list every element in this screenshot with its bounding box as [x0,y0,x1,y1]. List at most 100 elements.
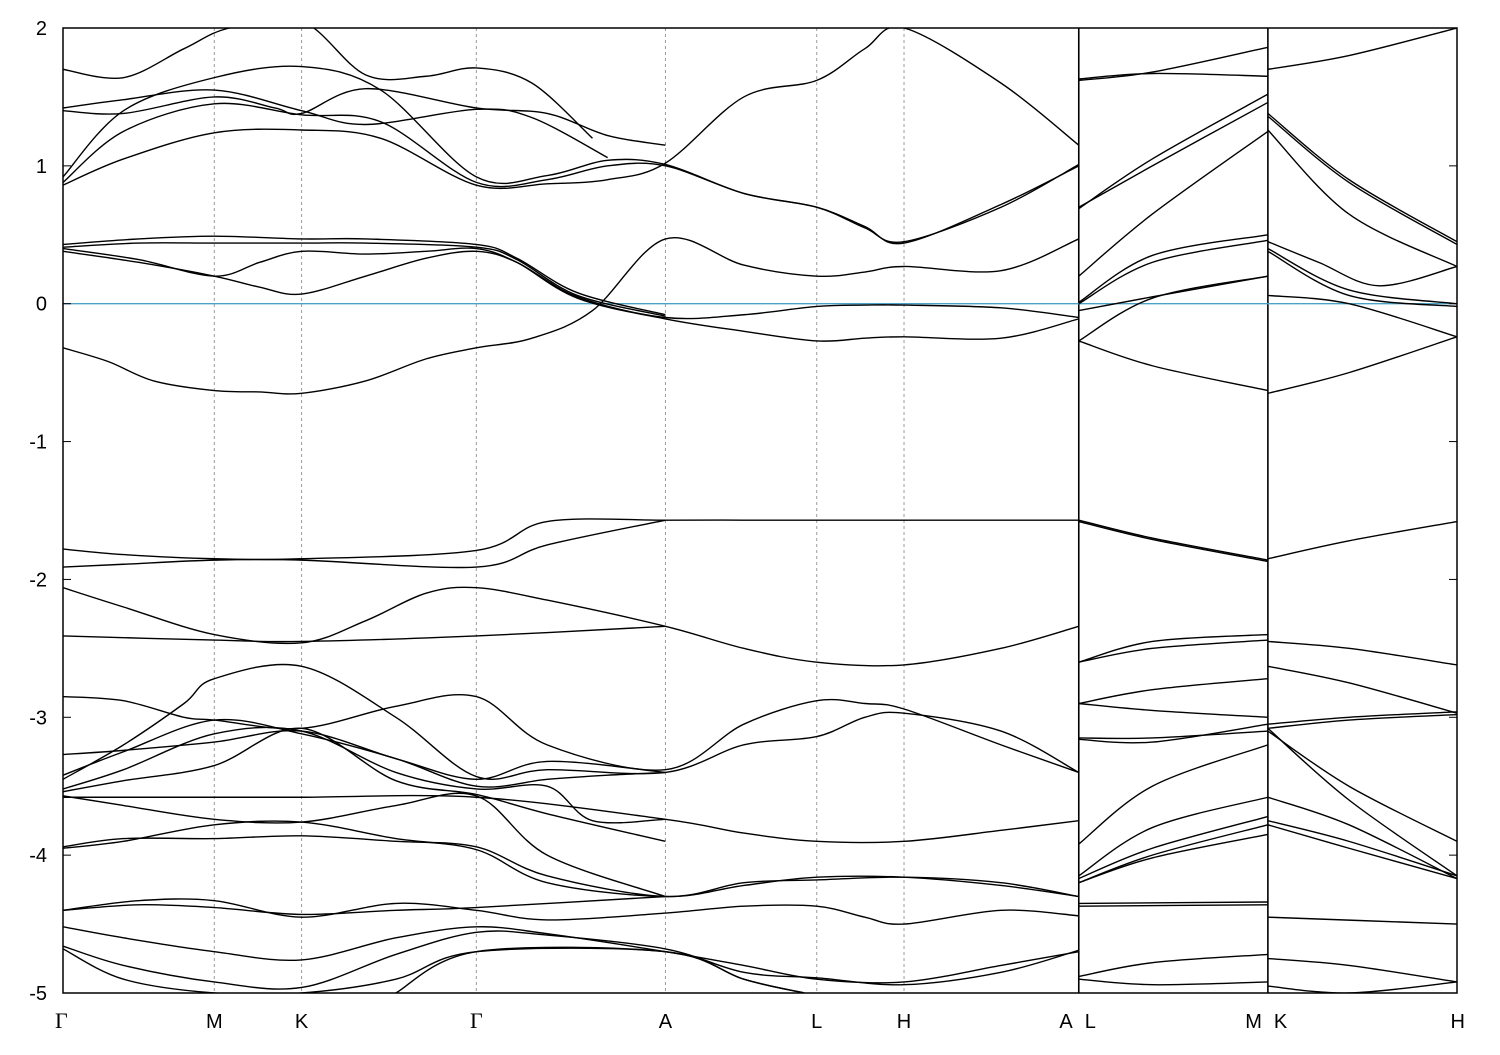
band-line-28 [63,926,1079,984]
x-tick-label: L [1085,1011,1096,1033]
band-line-52 [1078,815,1269,880]
band-line-7 [63,102,1080,244]
band-line-20 [63,726,666,824]
band-line-25 [63,820,1079,898]
band-line-48 [1078,730,1268,740]
band-line-72 [1267,713,1457,730]
plot-frame [62,27,1458,994]
band-line-15 [63,625,666,643]
band-line-29 [63,930,1079,990]
band-line-58 [1078,978,1268,986]
band-line-68 [1267,520,1457,560]
band-line-19 [63,718,666,788]
band-line-62 [1267,129,1457,268]
x-tick-label: K [295,1011,309,1033]
band-line-73 [1267,730,1457,842]
band-line-51 [1078,796,1269,877]
band-line-74 [1267,727,1457,877]
x-tick-label: Γ [470,1008,483,1033]
band-line-17 [63,693,1080,774]
band-line-65 [1267,250,1457,308]
y-tick-label: -3 [29,707,47,729]
band-line-35 [1078,101,1269,208]
band-line-69 [1267,640,1457,666]
x-tick-label: H [1451,1011,1465,1033]
band-line-12 [63,518,1079,561]
band-line-32 [1078,46,1269,82]
band-line-44 [1078,633,1268,663]
band-line-16 [63,663,1080,780]
band-line-47 [1078,702,1268,718]
band-line-6 [63,28,1080,190]
band-line-67 [1267,336,1457,394]
band-line-8 [63,65,1080,245]
band-line-31 [395,946,805,993]
band-line-3 [63,247,1079,342]
band-line-70 [1267,665,1457,714]
band-line-42 [1078,519,1269,561]
x-tick-label: H [897,1011,911,1033]
band-line-66 [1267,294,1457,338]
x-tick-label: A [1059,1011,1073,1033]
band-line-71 [1267,711,1457,725]
band-line-11 [63,28,593,139]
x-tick-label: M [206,1011,223,1033]
band-line-9 [63,87,666,146]
band-line-79 [1267,957,1457,983]
band-line-5 [63,235,666,316]
y-tick-label: 2 [36,18,47,40]
band-line-63 [1267,241,1457,287]
band-line-13 [63,519,666,569]
band-line-41 [1078,340,1269,392]
band-line-23 [63,792,666,898]
band-line-38 [1078,239,1269,305]
band-line-18 [63,729,666,781]
band-line-10 [63,89,608,159]
band-line-64 [1267,247,1457,305]
band-line-1 [63,236,1080,395]
y-tick-label: 1 [36,156,47,178]
band-line-33 [1078,72,1268,80]
y-tick-label: -2 [29,569,47,591]
band-line-2 [63,250,1079,320]
band-line-34 [1078,93,1269,210]
x-tick-label: L [811,1011,822,1033]
y-tick-label: 0 [36,294,47,316]
y-tick-label: -5 [29,983,47,1005]
band-line-37 [1078,234,1269,303]
x-tick-label: K [1274,1011,1288,1033]
band-line-77 [1267,824,1457,880]
band-line-50 [1078,744,1269,845]
y-tick-label: -4 [29,845,47,867]
band-line-56 [1078,904,1268,907]
band-line-54 [1078,833,1269,884]
y-axis: 2 1 0 -1 -2 -3 -4 -5 [29,18,1457,1005]
band-line-40 [1078,275,1269,312]
grid-layer [213,28,1269,993]
band-line-57 [1078,953,1268,978]
frame-layer [62,27,1458,994]
band-line-4 [63,242,666,317]
x-tick-label: A [659,1011,673,1033]
y-tick-label: -1 [29,432,47,454]
band-line-61 [1267,115,1457,246]
band-line-27 [63,895,666,916]
band-line-30 [63,947,805,993]
x-tick-label: M [1245,1011,1262,1033]
band-line-21 [63,727,666,843]
band-line-55 [1078,901,1268,905]
band-line-60 [1267,112,1457,243]
bands-layer [63,28,1457,993]
band-line-22 [63,794,1079,844]
band-line-78 [1267,916,1457,925]
band-line-36 [1078,130,1269,277]
band-line-80 [1267,981,1457,993]
band-line-45 [1078,639,1268,663]
band-line-14 [63,586,1079,667]
band-line-75 [1267,796,1457,880]
band-line-43 [1078,520,1269,563]
band-line-59 [1267,28,1457,71]
